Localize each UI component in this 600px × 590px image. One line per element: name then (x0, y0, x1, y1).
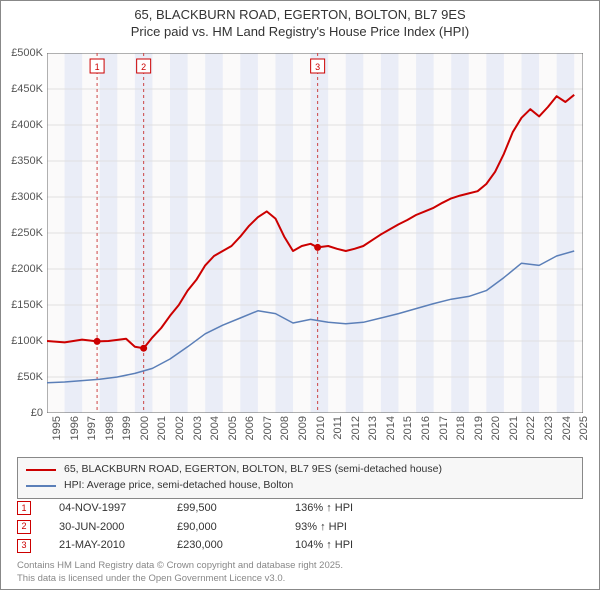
chart-container: 65, BLACKBURN ROAD, EGERTON, BOLTON, BL7… (0, 0, 600, 590)
legend-label-2: HPI: Average price, semi-detached house,… (64, 478, 293, 494)
y-axis-labels: £0£50K£100K£150K£200K£250K£300K£350K£400… (1, 53, 45, 413)
x-tick-label: 2002 (174, 416, 186, 440)
legend-row-2: HPI: Average price, semi-detached house,… (26, 478, 574, 494)
x-tick-label: 2015 (402, 416, 414, 440)
marker-row: 2 30-JUN-2000 £90,000 93% ↑ HPI (17, 518, 583, 537)
legend-label-1: 65, BLACKBURN ROAD, EGERTON, BOLTON, BL7… (64, 462, 442, 478)
marker-hpi: 136% ↑ HPI (295, 499, 353, 518)
legend: 65, BLACKBURN ROAD, EGERTON, BOLTON, BL7… (17, 457, 583, 499)
x-tick-label: 2000 (139, 416, 151, 440)
x-tick-label: 2006 (244, 416, 256, 440)
x-tick-label: 2009 (297, 416, 309, 440)
legend-row-1: 65, BLACKBURN ROAD, EGERTON, BOLTON, BL7… (26, 462, 574, 478)
x-tick-label: 2007 (262, 416, 274, 440)
x-tick-label: 2010 (315, 416, 327, 440)
x-tick-label: 2008 (279, 416, 291, 440)
marker-number-box: 3 (17, 539, 31, 553)
marker-number-box: 2 (17, 520, 31, 534)
x-tick-label: 1999 (121, 416, 133, 440)
footer-line-2: This data is licensed under the Open Gov… (17, 573, 285, 584)
x-tick-label: 2014 (385, 416, 397, 440)
footer-line-1: Contains HM Land Registry data © Crown c… (17, 560, 343, 571)
x-tick-label: 2001 (156, 416, 168, 440)
marker-date: 04-NOV-1997 (59, 499, 149, 518)
y-tick-label: £500K (11, 47, 43, 59)
y-tick-label: £200K (11, 263, 43, 275)
y-tick-label: £400K (11, 119, 43, 131)
marker-date: 30-JUN-2000 (59, 518, 149, 537)
marker-row: 1 04-NOV-1997 £99,500 136% ↑ HPI (17, 499, 583, 518)
x-tick-label: 2004 (209, 416, 221, 440)
marker-price: £230,000 (177, 536, 267, 555)
y-tick-label: £350K (11, 155, 43, 167)
legend-swatch-2 (26, 485, 56, 487)
marker-table: 1 04-NOV-1997 £99,500 136% ↑ HPI 2 30-JUN-200… (17, 499, 583, 555)
x-tick-label: 1997 (86, 416, 98, 440)
footer-attribution: Contains HM Land Registry data © Crown c… (17, 560, 583, 585)
marker-price: £99,500 (177, 499, 267, 518)
x-tick-label: 2003 (192, 416, 204, 440)
x-tick-label: 2024 (561, 416, 573, 440)
x-tick-label: 2005 (227, 416, 239, 440)
x-tick-label: 2017 (438, 416, 450, 440)
x-tick-label: 2022 (525, 416, 537, 440)
legend-swatch-1 (26, 469, 56, 472)
marker-date: 21-MAY-2010 (59, 536, 149, 555)
marker-row: 3 21-MAY-2010 £230,000 104% ↑ HPI (17, 536, 583, 555)
chart-title: 65, BLACKBURN ROAD, EGERTON, BOLTON, BL7… (1, 1, 599, 41)
chart-plot-area: 1 2 3 (47, 53, 583, 413)
title-line-2: Price paid vs. HM Land Registry's House … (131, 24, 469, 39)
x-tick-label: 2020 (490, 416, 502, 440)
x-tick-label: 1995 (51, 416, 63, 440)
svg-text:2: 2 (141, 62, 146, 72)
title-line-1: 65, BLACKBURN ROAD, EGERTON, BOLTON, BL7… (134, 7, 465, 22)
x-axis-labels: 1995 1996 1997 1998 1999 2000 2001 2002 2003 2004… (47, 416, 583, 456)
x-tick-label: 2011 (332, 416, 344, 440)
x-tick-label: 2018 (455, 416, 467, 440)
x-tick-label: 2023 (543, 416, 555, 440)
y-tick-label: £450K (11, 83, 43, 95)
x-tick-label: 2016 (420, 416, 432, 440)
x-tick-label: 2013 (367, 416, 379, 440)
marker-hpi: 93% ↑ HPI (295, 518, 347, 537)
x-tick-label: 1996 (69, 416, 81, 440)
svg-text:1: 1 (95, 62, 100, 72)
x-tick-label: 2019 (473, 416, 485, 440)
svg-text:3: 3 (315, 62, 320, 72)
marker-price: £90,000 (177, 518, 267, 537)
x-tick-label: 1998 (104, 416, 116, 440)
y-tick-label: £250K (11, 227, 43, 239)
marker-hpi: 104% ↑ HPI (295, 536, 353, 555)
y-tick-label: £100K (11, 335, 43, 347)
x-tick-label: 2021 (508, 416, 520, 440)
y-tick-label: £150K (11, 299, 43, 311)
y-tick-label: £300K (11, 191, 43, 203)
chart-svg: 1 2 3 (47, 53, 583, 413)
x-tick-label: 2012 (350, 416, 362, 440)
y-tick-label: £50K (17, 371, 43, 383)
y-tick-label: £0 (31, 407, 43, 419)
marker-number-box: 1 (17, 501, 31, 515)
x-tick-label: 2025 (578, 416, 590, 440)
